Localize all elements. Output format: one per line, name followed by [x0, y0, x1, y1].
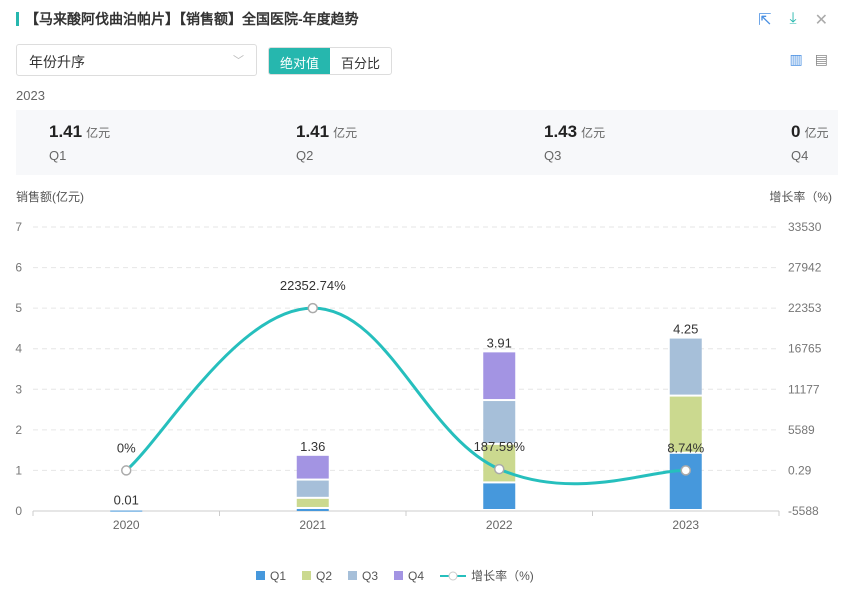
bar-total-label: 4.25	[673, 322, 698, 337]
y-tick-label: 0	[15, 504, 22, 518]
growth-point	[121, 465, 132, 476]
x-tick-label: 2020	[113, 518, 140, 532]
bar-chart-icon[interactable]: ▥	[789, 51, 803, 67]
chart-title: 【马来酸阿伐曲泊帕片】【销售额】全国医院-年度趋势	[25, 11, 359, 27]
y2-tick-label: 11177	[788, 382, 820, 396]
y2-tick-label: 0.29	[788, 463, 812, 477]
stat-label: Q4	[791, 148, 809, 163]
legend-growth[interactable]: 增长率（%)	[440, 567, 534, 584]
y-tick-label: 2	[15, 423, 22, 437]
summary-panel: 1.41 亿元 Q1 1.41 亿元 Q2 1.43 亿元 Q3 0 亿元 Q4	[16, 110, 838, 175]
summary-q3: 1.43 亿元 Q3	[544, 122, 605, 163]
percentage-button[interactable]: 百分比	[341, 56, 381, 71]
stat-label: Q1	[49, 148, 67, 163]
value-mode-toggle: 绝对值 百分比	[268, 47, 393, 75]
legend-label: Q4	[408, 568, 425, 583]
stat-unit: 亿元	[86, 126, 111, 140]
bar-total-label: 0.01	[114, 493, 139, 508]
title-accent	[16, 12, 19, 26]
y2-tick-label: 16765	[788, 342, 822, 356]
y-tick-label: 3	[15, 382, 22, 396]
growth-point	[680, 465, 691, 476]
bar-q3	[296, 480, 329, 497]
stat-value: 1.41	[296, 122, 330, 141]
legend-q4[interactable]: Q4	[394, 569, 424, 583]
legend-q3[interactable]: Q3	[348, 569, 378, 583]
bar-q1	[110, 510, 143, 512]
legend-line-icon	[440, 571, 467, 580]
growth-label: 8.74%	[667, 440, 704, 455]
close-icon[interactable]: ✕	[814, 12, 828, 29]
sort-select-value: 年份升序	[29, 54, 85, 70]
bar-q2	[669, 396, 702, 452]
bar-q4	[296, 455, 329, 479]
x-tick-label: 2023	[672, 518, 699, 532]
y2-tick-label: 33530	[788, 220, 822, 234]
stat-unit: 亿元	[804, 126, 829, 140]
bar-q3	[483, 401, 516, 443]
legend-label: Q1	[270, 568, 287, 583]
x-tick-label: 2021	[299, 518, 326, 532]
stat-value: 1.41	[49, 122, 83, 141]
stat-label: Q3	[544, 148, 562, 163]
bar-total-label: 3.91	[487, 335, 512, 350]
stat-unit: 亿元	[581, 126, 606, 140]
legend: Q1 Q2 Q3 Q4 增长率（%)	[256, 567, 534, 584]
y2-tick-label: 5589	[788, 423, 815, 437]
chart-canvas: 0 1 2 3 4 5 6 7 -5588 0.29 5589 11177 16765 22353 2794…	[15, 220, 822, 532]
legend-q1[interactable]: Q1	[256, 569, 286, 583]
growth-label: 0%	[117, 440, 136, 455]
stat-unit: 亿元	[333, 126, 358, 140]
y2-tick-label: -5588	[788, 504, 819, 518]
y-axis-title: 销售额(亿元)	[16, 190, 84, 204]
y-tick-label: 1	[15, 463, 22, 477]
stat-label: Q2	[296, 148, 314, 163]
growth-point	[307, 302, 318, 314]
legend-swatch	[394, 571, 404, 580]
growth-line	[125, 306, 686, 486]
y-tick-label: 5	[15, 301, 22, 315]
absolute-value-button[interactable]: 绝对值	[269, 48, 331, 74]
y2-axis-title: 增长率（%)	[769, 190, 832, 204]
x-tick-label: 2022	[486, 518, 513, 532]
legend-swatch	[256, 571, 265, 580]
bar-q1	[669, 453, 702, 509]
growth-point	[494, 463, 505, 475]
summary-year: 2023	[16, 88, 45, 103]
external-link-icon[interactable]: ⇱	[758, 12, 772, 29]
summary-q4: 0 亿元 Q4	[791, 122, 828, 163]
y2-tick-label: 22353	[788, 301, 822, 315]
growth-label: 22352.74%	[280, 278, 346, 293]
bar-q2	[296, 498, 329, 507]
bar-q4	[483, 352, 516, 400]
summary-q1: 1.41 亿元 Q1	[49, 122, 110, 163]
legend-q2[interactable]: Q2	[302, 569, 332, 583]
sort-select[interactable]: 年份升序 ﹀	[16, 44, 257, 76]
growth-label: 187.59%	[474, 439, 526, 454]
bar-q1	[296, 508, 329, 511]
bar-total-label: 1.36	[300, 439, 325, 454]
chart-header: 【马来酸阿伐曲泊帕片】【销售额】全国医院-年度趋势	[16, 10, 359, 28]
legend-label: 增长率（%)	[471, 569, 534, 583]
legend-swatch	[302, 571, 312, 580]
legend-swatch	[348, 571, 358, 580]
summary-q2: 1.41 亿元 Q2	[296, 122, 357, 163]
bar-q3	[669, 338, 702, 395]
stat-value: 1.43	[544, 122, 578, 141]
y-tick-label: 4	[15, 342, 22, 356]
legend-label: Q3	[362, 568, 379, 583]
document-icon[interactable]: ▤	[814, 51, 828, 67]
legend-label: Q2	[316, 568, 333, 583]
chevron-down-icon: ﹀	[233, 55, 244, 67]
y2-tick-label: 27942	[788, 261, 822, 275]
download-icon[interactable]: ⤓	[789, 10, 797, 27]
y-tick-label: 7	[15, 220, 22, 234]
bar-q1	[483, 483, 516, 509]
stat-value: 0	[791, 122, 801, 141]
y-tick-label: 6	[15, 261, 22, 275]
